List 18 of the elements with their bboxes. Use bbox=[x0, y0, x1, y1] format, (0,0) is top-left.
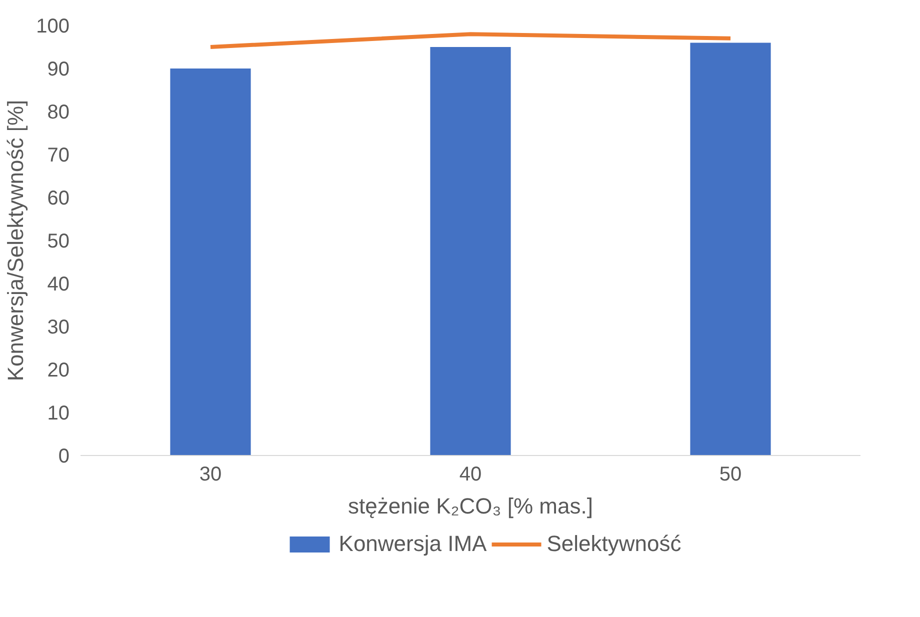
y-tick-label: 90 bbox=[47, 58, 70, 80]
x-tick-label: 30 bbox=[199, 464, 222, 486]
y-tick-label: 10 bbox=[47, 402, 70, 424]
x-axis-title: stężenie K₂CO₃ [% mas.] bbox=[348, 494, 593, 518]
x-tick-label: 50 bbox=[719, 464, 742, 486]
y-tick-label: 40 bbox=[47, 274, 70, 296]
y-tick-label: 80 bbox=[47, 102, 70, 124]
y-axis-title: Konwersja/Selektywność [%] bbox=[3, 100, 28, 382]
y-tick-label: 0 bbox=[58, 446, 70, 468]
y-tick-label: 70 bbox=[47, 144, 70, 166]
y-tick-label: 30 bbox=[47, 316, 70, 338]
legend-label: Selektywność bbox=[546, 530, 682, 556]
legend-label: Konwersja IMA bbox=[338, 530, 487, 556]
x-tick-label: 40 bbox=[459, 464, 482, 486]
y-tick-label: 60 bbox=[47, 188, 70, 210]
y-tick-label: 20 bbox=[47, 360, 70, 382]
y-tick-label: 100 bbox=[36, 16, 70, 38]
y-tick-label: 50 bbox=[47, 230, 70, 252]
